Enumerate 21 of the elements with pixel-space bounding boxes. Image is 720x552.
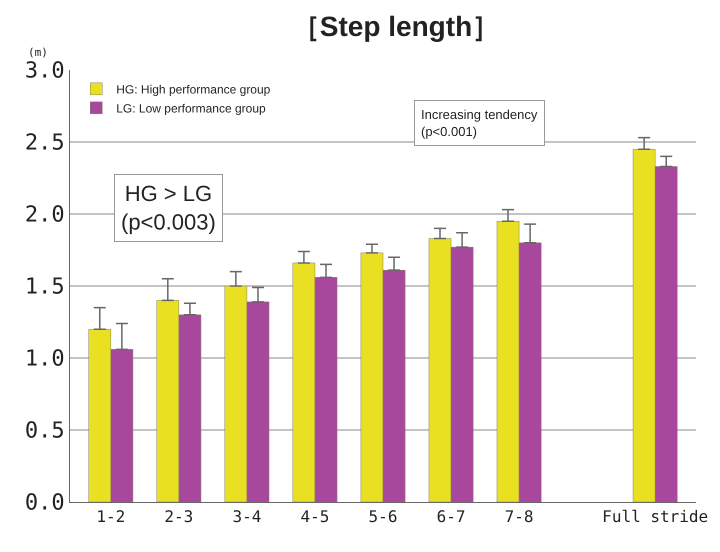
x-tick-label: 2-3	[164, 507, 194, 526]
annotation: HG > LG (p<0.003)	[121, 181, 216, 235]
legend-label: LG: Low performance group	[116, 102, 266, 116]
legend-label: HG: High performance group	[116, 82, 271, 96]
x-tick-label: Full stride	[602, 507, 708, 526]
y-tick-label: 0.5	[24, 418, 65, 444]
annotation: Increasing tendency (p<0.001)	[421, 107, 538, 139]
y-tick-label: 1.5	[24, 274, 65, 300]
x-tick-label: 1-2	[96, 507, 126, 526]
x-tick-label: 4-5	[300, 507, 330, 526]
x-tick-label: 3-4	[232, 507, 262, 526]
y-tick-label: 2.5	[24, 130, 65, 156]
x-tick-label: 6-7	[436, 507, 466, 526]
x-tick-label: 5-6	[368, 507, 398, 526]
y-tick-label: 3.0	[24, 58, 65, 84]
y-tick-label: 0.0	[24, 490, 65, 516]
chart-title: ［Step length］	[292, 11, 500, 42]
y-axis-title: (m)	[28, 46, 48, 59]
y-tick-label: 1.0	[24, 346, 65, 372]
y-tick-label: 2.0	[24, 202, 65, 228]
x-tick-label: 7-8	[504, 507, 534, 526]
